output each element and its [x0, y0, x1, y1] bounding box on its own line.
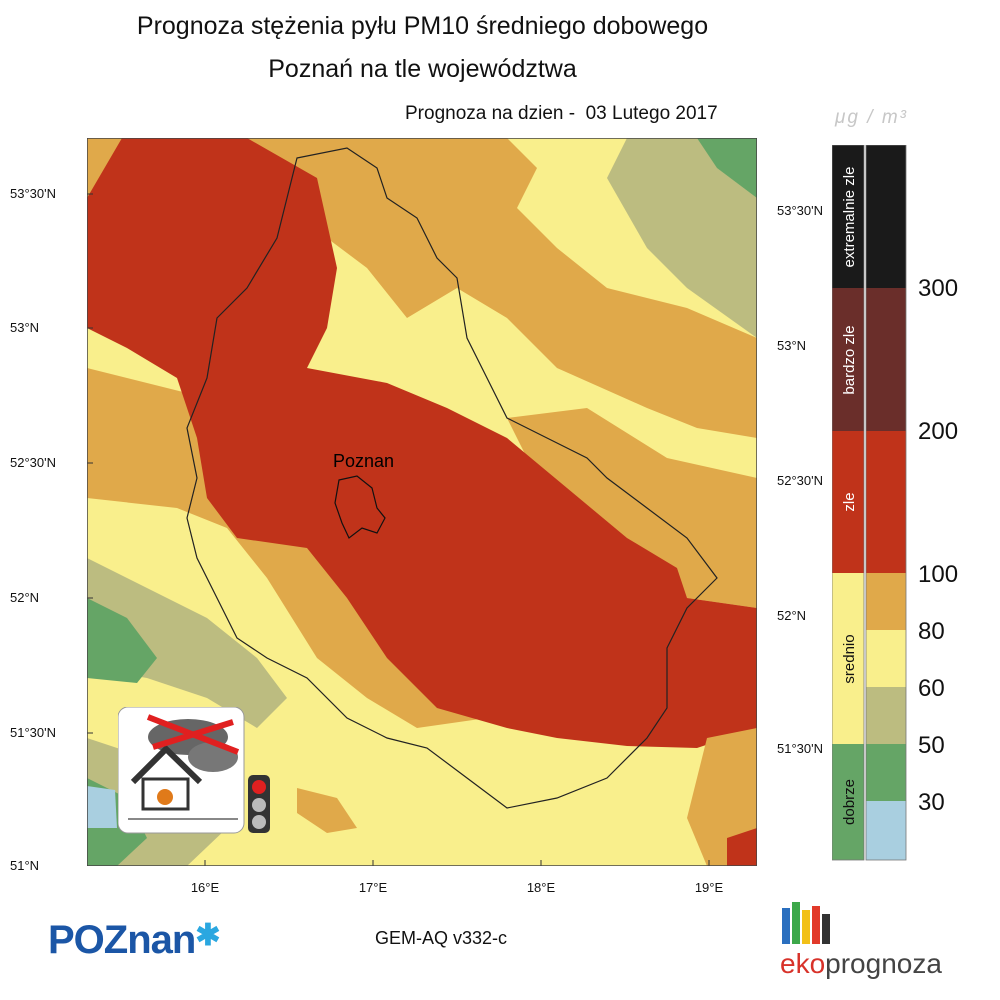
- title-line-2: Poznań na tle województwa: [268, 55, 577, 83]
- legend-tick: 30: [918, 789, 945, 816]
- legend-bin-80-100: [866, 573, 906, 630]
- legend-bin-300: [866, 145, 906, 288]
- lon-label: 17°E: [358, 880, 388, 895]
- lat-label-left: 51°N: [10, 858, 40, 873]
- zone-50-60-west: [87, 558, 287, 728]
- legend-bin-200-300: [866, 288, 906, 431]
- title-line-1: Prognoza stężenia pyłu PM10 średniego do…: [136, 12, 709, 40]
- legend-label-bardzo: bardzo zle: [841, 325, 858, 394]
- province-border: [186, 147, 718, 809]
- color-scale-legend: extremalnie zle bardzo zle zle srednio d…: [832, 145, 907, 861]
- no-burning-smog-icon: [118, 707, 270, 834]
- lat-label-left: 52°N: [10, 590, 40, 605]
- legend-tick: 200: [918, 418, 959, 445]
- legend-cat-bardzo: [832, 288, 864, 431]
- zone-30-50-west: [87, 598, 157, 683]
- legend-bin-30-50: [866, 744, 906, 801]
- legend-label-srednio: srednio: [841, 634, 858, 683]
- lat-label-left: 53°30'N: [10, 186, 56, 201]
- zone-50-60-ne: [607, 138, 757, 338]
- lon-label: 18°E: [526, 880, 556, 895]
- zone-30-50-ne: [697, 138, 757, 198]
- poznan-logo: POZnan✱: [48, 918, 220, 962]
- legend-tick: 300: [918, 275, 959, 302]
- legend-label-dobrze: dobrze: [841, 779, 858, 825]
- zone-80-100-south-blob: [297, 788, 357, 833]
- legend-cat-srednio: [832, 573, 864, 744]
- legend-cat-dobrze: [832, 744, 864, 860]
- lat-label-left: 53°N: [10, 320, 40, 335]
- lat-label-right: 53°30'N: [777, 203, 823, 218]
- lon-label: 16°E: [190, 880, 220, 895]
- ekoprognoza-logo-graphic: [782, 902, 830, 944]
- legend-cat-extrem: [832, 145, 864, 288]
- model-version: GEM-AQ v332-c: [375, 928, 508, 948]
- lon-label: 19°E: [694, 880, 724, 895]
- legend-tick: 80: [918, 618, 945, 645]
- poznan-city-label: Poznan: [333, 451, 394, 471]
- unit-label: μg / m³: [835, 107, 908, 128]
- forecast-date: Prognoza na dzien - 03 Lutego 2017: [405, 103, 718, 124]
- legend-cat-zle: [832, 431, 864, 573]
- lat-label-right: 53°N: [777, 338, 807, 353]
- ekoprognoza-logo-text: ekoprognoza: [780, 948, 942, 979]
- zone-100-200-se: [727, 828, 757, 866]
- legend-tick: 100: [918, 561, 959, 588]
- legend-tick: 50: [918, 732, 945, 759]
- zone-80-100-se: [687, 728, 757, 866]
- legend-bin-100-200: [866, 431, 906, 573]
- legend-bin-60-80: [866, 630, 906, 687]
- lat-label-left: 51°30'N: [10, 725, 56, 740]
- lat-label-right: 52°N: [777, 608, 807, 623]
- legend-bin-lt30: [866, 801, 906, 860]
- zone-100-200-main: [87, 138, 757, 748]
- lat-label-left: 52°30'N: [10, 455, 56, 470]
- poznan-city-border: [334, 475, 386, 539]
- legend-bin-50-60: [866, 687, 906, 744]
- legend-label-zle: zle: [841, 492, 858, 511]
- legend-label-extrem: extremalnie zle: [841, 167, 858, 268]
- zone-80-100-east: [507, 408, 757, 608]
- lat-label-right: 52°30'N: [777, 473, 823, 488]
- lat-label-right: 51°30'N: [777, 741, 823, 756]
- zone-lt30-sw: [87, 786, 117, 828]
- legend-tick: 60: [918, 675, 945, 702]
